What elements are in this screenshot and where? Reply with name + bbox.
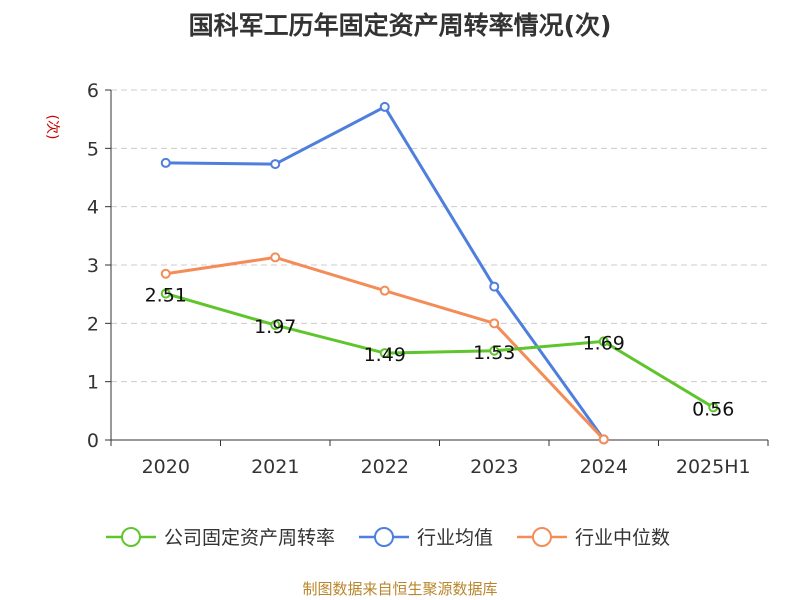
x-tick-label: 2022 — [361, 456, 409, 478]
legend-marker — [532, 527, 552, 547]
x-tick-label: 2021 — [251, 456, 299, 478]
data-label: 0.56 — [692, 398, 734, 420]
data-point — [379, 101, 390, 112]
y-axis-label: (次) — [44, 115, 60, 140]
data-point — [489, 345, 500, 356]
y-tick-label: 2 — [87, 313, 99, 335]
data-label: 1.69 — [583, 332, 625, 354]
x-tick-label: 2025H1 — [676, 456, 751, 478]
legend-item: 公司固定资产周转率 — [106, 527, 335, 549]
data-label: 1.49 — [364, 344, 406, 366]
grid-lines — [111, 89, 768, 383]
data-label: 1.53 — [473, 342, 515, 364]
data-point — [270, 159, 281, 170]
series-line — [165, 292, 715, 409]
data-point — [708, 402, 719, 413]
series-line — [165, 105, 605, 441]
data-point — [270, 252, 281, 263]
data-point — [160, 157, 171, 168]
chart-title: 国科军工历年固定资产周转率情况(次) — [188, 11, 612, 40]
legend-marker — [374, 527, 394, 547]
legend-label: 公司固定资产周转率 — [164, 527, 335, 549]
data-point — [379, 285, 390, 296]
data-point — [598, 336, 609, 347]
source-note: 制图数据来自恒生聚源数据库 — [302, 580, 498, 598]
data-point — [489, 318, 500, 329]
data-label: 2.51 — [145, 285, 187, 307]
y-tick-label: 0 — [87, 430, 99, 452]
series-lines — [160, 101, 719, 445]
legend-label: 行业中位数 — [575, 527, 670, 549]
x-tick-label: 2024 — [580, 456, 628, 478]
legend-item: 行业中位数 — [517, 527, 670, 549]
y-tick-label: 4 — [87, 197, 99, 219]
x-tick-label: 2020 — [142, 456, 190, 478]
data-label: 1.97 — [254, 316, 296, 338]
axes: 0 1 2 3 4 5 6 2020 2021 2022 2023 2024 2025H1 — [87, 80, 769, 478]
legend-marker — [121, 527, 141, 547]
data-point — [598, 434, 609, 445]
data-point — [489, 281, 500, 292]
y-tick-label: 5 — [87, 138, 99, 160]
y-tick-label: 6 — [87, 80, 99, 102]
legend: 公司固定资产周转率 行业均值 行业中位数 — [106, 527, 670, 549]
data-point — [160, 288, 171, 299]
legend-item: 行业均值 — [359, 527, 493, 549]
legend-label: 行业均值 — [417, 527, 493, 549]
y-tick-label: 1 — [87, 372, 99, 394]
x-tick-label: 2023 — [470, 456, 518, 478]
data-labels: 2.51 1.97 1.49 1.53 1.69 0.56 — [145, 285, 735, 421]
data-point — [379, 348, 390, 359]
data-point — [160, 268, 171, 279]
data-point — [270, 320, 281, 331]
y-tick-label: 3 — [87, 255, 99, 277]
